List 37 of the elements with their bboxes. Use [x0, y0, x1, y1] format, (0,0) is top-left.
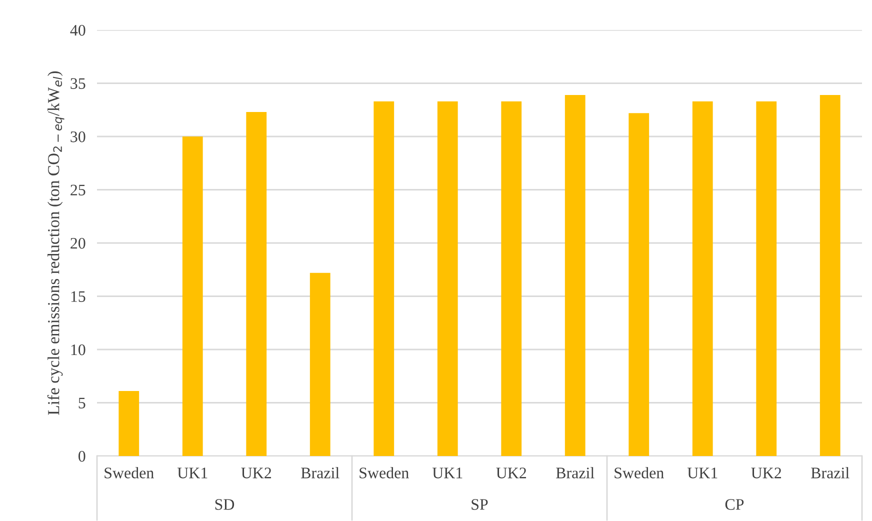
bar	[564, 94, 586, 456]
y-axis-title: Life cycle emissions reduction (ton CO$_{2−eq}$/kW$_{el}$)	[47, 71, 64, 415]
x-tick-label: UK2	[241, 468, 272, 478]
y-tick-label: 10	[71, 344, 86, 356]
bar	[118, 391, 140, 456]
bar	[246, 112, 267, 456]
bar	[437, 101, 458, 456]
x-tick-label: Brazil	[301, 467, 340, 478]
bar	[310, 272, 330, 456]
bar	[628, 113, 650, 456]
x-tick-label: UK2	[496, 468, 526, 478]
y-tick-label: 0	[78, 450, 86, 462]
x-tick-label: UK1	[432, 468, 462, 478]
y-tick-label: 5	[78, 398, 86, 408]
x-tick-label: Sweden	[360, 467, 409, 478]
bar	[374, 101, 394, 456]
x-tick-label: UK1	[177, 468, 208, 478]
y-tick-label: 20	[70, 238, 86, 249]
x-tick-label: Brazil	[556, 467, 594, 478]
x-tick-label: UK2	[751, 468, 782, 478]
y-tick-label: 40	[70, 24, 86, 36]
text: CP	[725, 499, 744, 510]
bar	[501, 101, 522, 456]
y-tick-label: 25	[70, 184, 86, 196]
y-tick-label: 30	[70, 131, 86, 142]
bar	[756, 101, 777, 456]
text: SP	[472, 499, 488, 510]
bar	[692, 101, 713, 456]
x-tick-label: Brazil	[811, 467, 850, 478]
x-tick-label: Sweden	[104, 467, 154, 478]
bar	[182, 136, 203, 456]
x-tick-label: UK1	[687, 468, 718, 478]
text: SD	[215, 499, 234, 510]
x-tick-label: Sweden	[614, 467, 664, 478]
y-tick-label: 15	[71, 291, 86, 302]
y-tick-label: 35	[70, 78, 86, 89]
bar	[820, 94, 840, 456]
